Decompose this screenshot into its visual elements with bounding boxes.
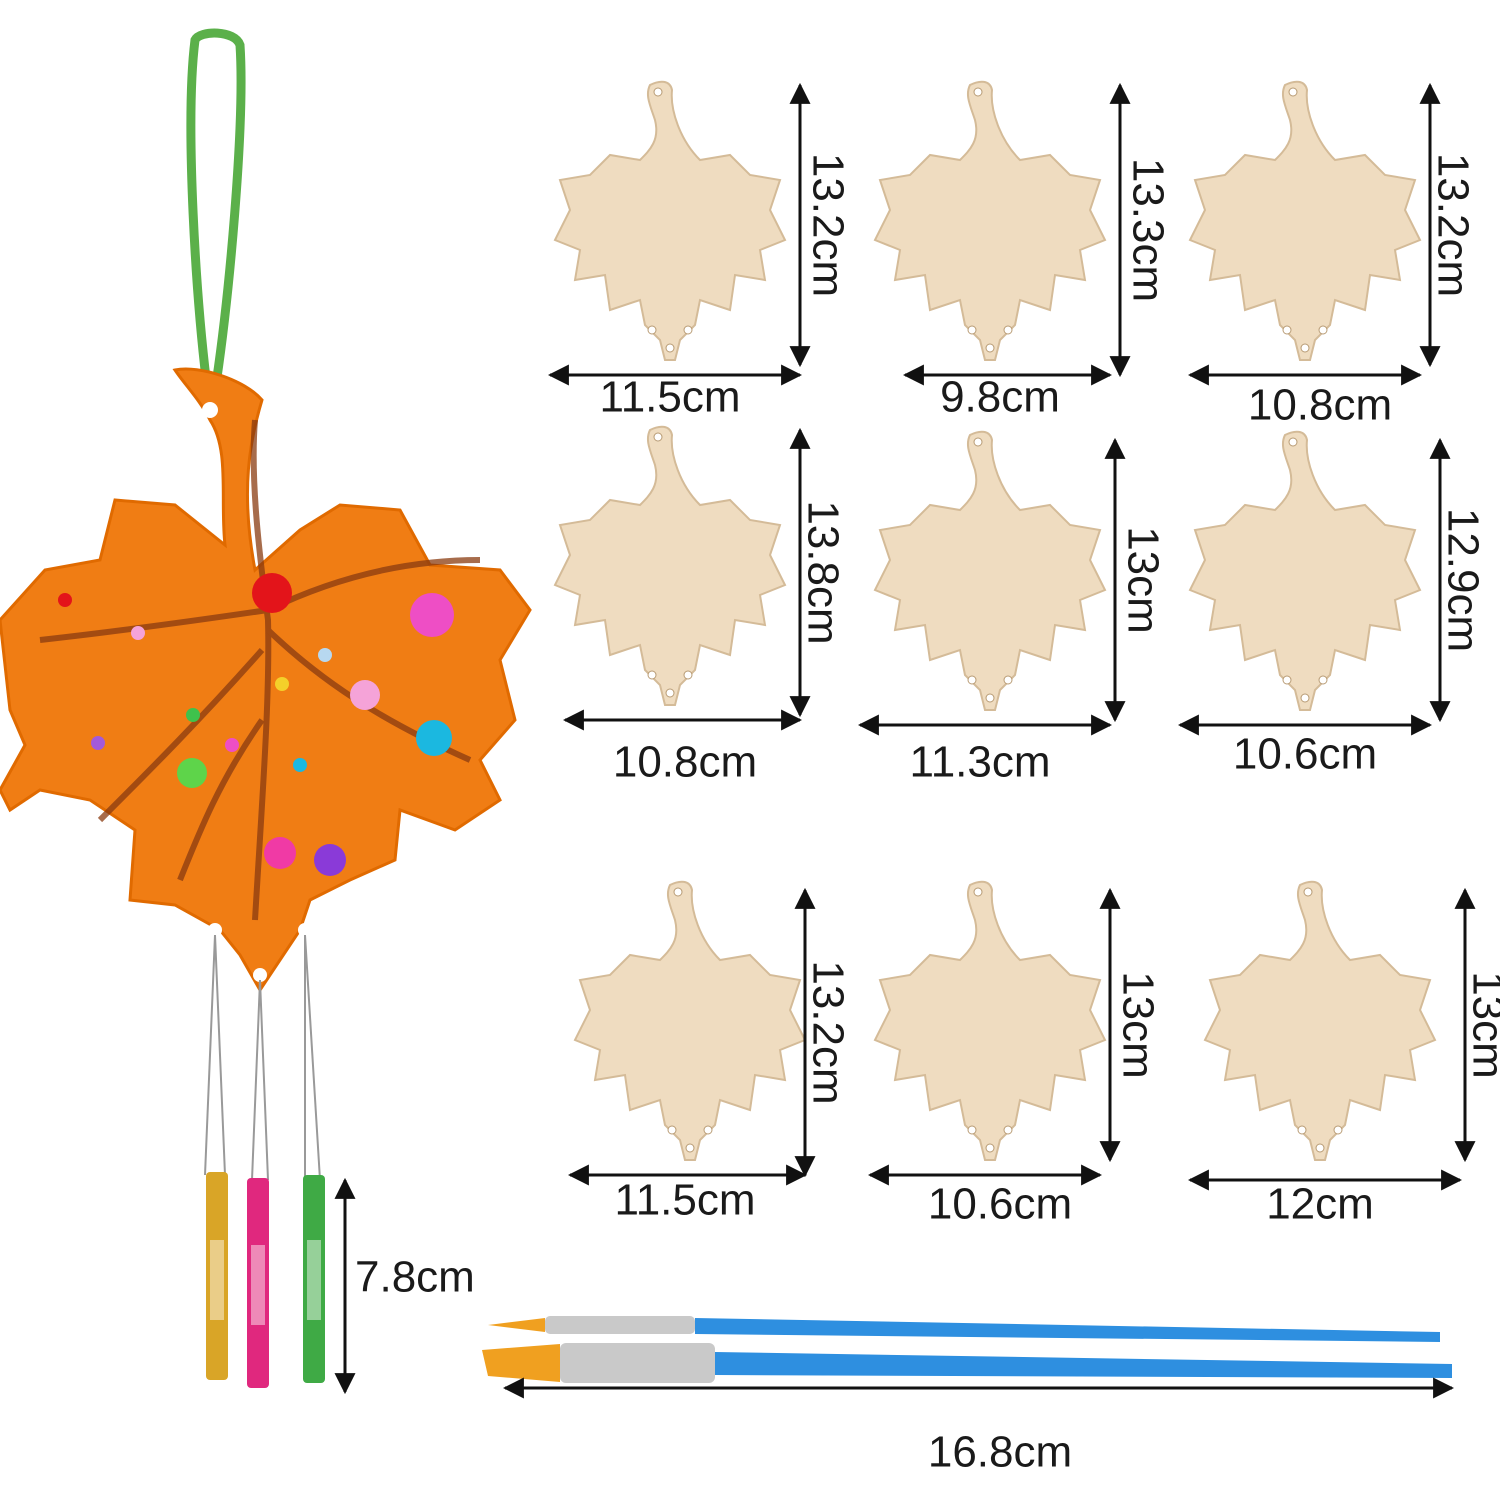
leaf-hole xyxy=(665,343,675,353)
wooden-leaf xyxy=(1189,80,1421,361)
leaf-hole xyxy=(1282,675,1292,685)
leaf-width-label: 10.6cm xyxy=(928,1180,1072,1229)
leaf-width-label: 11.5cm xyxy=(599,373,740,422)
leaf-hole xyxy=(703,1125,713,1135)
leaf-hole xyxy=(667,1125,677,1135)
leaf-height-label: 12.9cm xyxy=(1438,508,1487,652)
leaf-hole xyxy=(1333,1125,1343,1135)
ribbon xyxy=(186,28,246,411)
leaf-height-label: 13.3cm xyxy=(1123,158,1172,302)
wooden-leaf xyxy=(554,80,786,361)
leaf-hole xyxy=(685,1143,695,1153)
leaf-height-label: 13.2cm xyxy=(803,960,852,1104)
leaf-height-label: 13.2cm xyxy=(1428,153,1477,297)
leaf-hole xyxy=(1297,1125,1307,1135)
leaf-hole xyxy=(683,325,693,335)
leaf-width-label: 11.5cm xyxy=(614,1176,755,1225)
leaf-hole xyxy=(973,437,983,447)
leaf-hole xyxy=(1003,1125,1013,1135)
leaf-width-label: 10.6cm xyxy=(1233,730,1377,779)
brush-length-label: 16.8cm xyxy=(928,1428,1072,1477)
brushes xyxy=(482,1316,1452,1383)
leaf-hole xyxy=(1288,87,1298,97)
leaf-width-label: 11.3cm xyxy=(909,738,1050,787)
leaf-height-label: 13cm xyxy=(1113,971,1162,1079)
leaf-height-label: 13cm xyxy=(1463,971,1500,1079)
leaf-hole xyxy=(967,675,977,685)
leaf-hole xyxy=(1303,887,1313,897)
wooden-leaf xyxy=(574,880,806,1161)
leaf-hole xyxy=(1003,325,1013,335)
leaf-width-label: 12cm xyxy=(1266,1180,1374,1229)
leaf-hole xyxy=(653,87,663,97)
leaf-hole xyxy=(1315,1143,1325,1153)
leaf-hole xyxy=(1300,693,1310,703)
leaf-hole xyxy=(985,343,995,353)
leaf-width-label: 9.8cm xyxy=(940,373,1060,422)
painted-leaf xyxy=(0,367,532,993)
leaf-hole xyxy=(1003,675,1013,685)
leaf-hole xyxy=(967,1125,977,1135)
leaf-hole xyxy=(665,688,675,698)
leaf-hole xyxy=(985,693,995,703)
leaf-hole xyxy=(973,87,983,97)
wooden-leaf xyxy=(874,430,1106,711)
leaf-hole xyxy=(647,670,657,680)
leaf-hole xyxy=(683,670,693,680)
leaf-hole xyxy=(673,887,683,897)
wooden-leaf xyxy=(874,880,1106,1161)
leaf-hole xyxy=(1318,325,1328,335)
wooden-leaf xyxy=(874,80,1106,361)
leaf-hole xyxy=(985,1143,995,1153)
leaf-hole xyxy=(653,432,663,442)
leaf-height-label: 13.2cm xyxy=(803,153,852,297)
wooden-leaf xyxy=(1189,430,1421,711)
chimes xyxy=(204,934,325,1388)
wooden-leaf xyxy=(554,425,786,706)
leaf-hole xyxy=(1318,675,1328,685)
leaf-hole xyxy=(1282,325,1292,335)
chime-length-label: 7.8cm xyxy=(355,1253,475,1302)
wooden-leaf xyxy=(1204,880,1436,1161)
leaf-hole xyxy=(647,325,657,335)
leaf-width-label: 10.8cm xyxy=(1248,381,1392,430)
leaf-hole xyxy=(973,887,983,897)
leaf-width-label: 10.8cm xyxy=(613,738,757,787)
leaf-height-label: 13cm xyxy=(1118,526,1167,634)
leaf-height-label: 13.8cm xyxy=(798,500,847,644)
leaf-hole xyxy=(1300,343,1310,353)
leaf-hole xyxy=(967,325,977,335)
leaf-hole xyxy=(1288,437,1298,447)
